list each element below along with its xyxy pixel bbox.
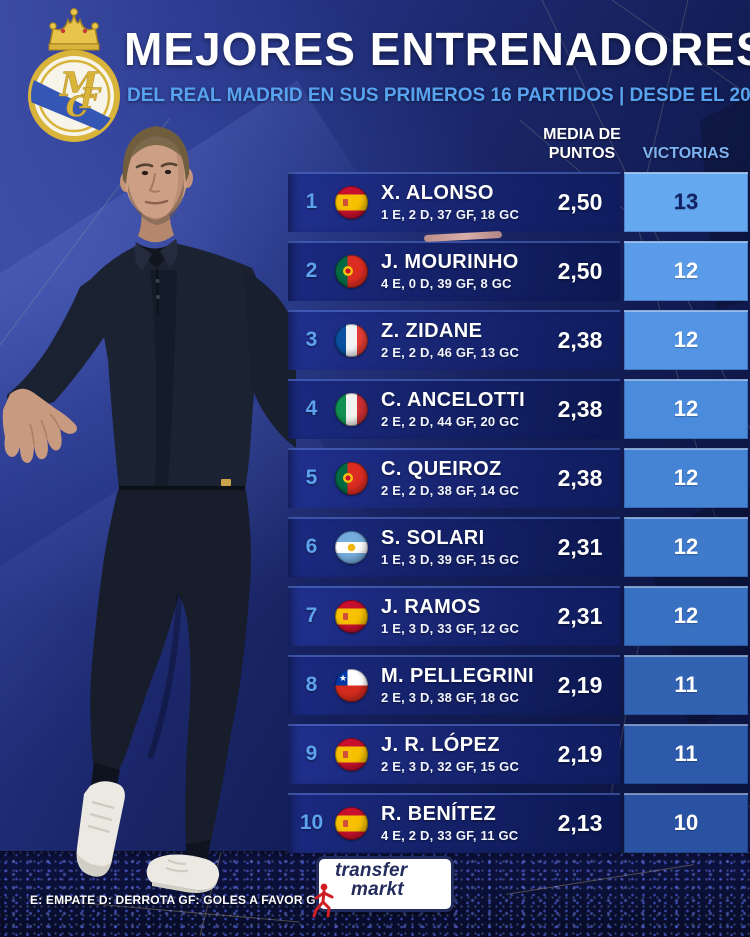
column-header-media-line2: PUNTOS [548, 144, 616, 162]
coach-name: J. RAMOS [381, 595, 481, 618]
footer-legend: E: EMPATE D: DERROTA GF: GOLES A FAVOR G… [30, 893, 406, 907]
points-average-value: 2,19 [557, 740, 603, 767]
row-main: 3 Z. ZIDANE 2 E, 2 D, 46 GF, 13 GC 2,38 [288, 310, 620, 370]
svg-text:F: F [79, 82, 102, 115]
svg-text:M: M [59, 65, 99, 105]
coach-record: 2 E, 2 D, 38 GF, 14 GC [381, 482, 520, 498]
rank-number: 7 [305, 604, 318, 627]
rank-number: 8 [305, 673, 318, 696]
rank-number: 5 [305, 466, 318, 489]
coach-record: 4 E, 2 D, 33 GF, 11 GC [381, 827, 519, 843]
rank-number: 4 [305, 397, 318, 420]
country-flag-icon [335, 806, 368, 840]
coach-record: 2 E, 2 D, 44 GF, 20 GC [381, 413, 520, 429]
transfermarkt-logo: transfer markt [312, 856, 454, 918]
table-row: 7 J. RAMOS 1 E, 3 D, 33 GF, 12 GC 2,31 1… [288, 586, 748, 646]
svg-text:C: C [66, 90, 89, 123]
rank-number: 9 [305, 742, 318, 765]
points-average-value: 2,19 [557, 671, 603, 698]
victories-cell: 12 [624, 310, 748, 370]
coach-name: Z. ZIDANE [381, 319, 483, 342]
row-main: 1 X. ALONSO 1 E, 2 D, 37 GF, 18 GC 2,50 [288, 172, 620, 232]
table-row: 3 Z. ZIDANE 2 E, 2 D, 46 GF, 13 GC 2,38 … [288, 310, 748, 370]
coach-record: 2 E, 3 D, 32 GF, 15 GC [381, 758, 520, 774]
country-flag-icon [335, 668, 368, 702]
victories-cell: 12 [624, 241, 748, 301]
country-flag-icon [335, 185, 368, 219]
row-main: 7 J. RAMOS 1 E, 3 D, 33 GF, 12 GC 2,31 [288, 586, 620, 646]
country-flag-icon [335, 599, 368, 633]
points-average-value: 2,13 [557, 809, 603, 836]
coach-record: 2 E, 2 D, 46 GF, 13 GC [381, 344, 520, 360]
coach-record: 1 E, 2 D, 37 GF, 18 GC [381, 206, 520, 222]
table-row: 9 J. R. LÓPEZ 2 E, 3 D, 32 GF, 15 GC 2,1… [288, 724, 748, 784]
country-flag-icon [335, 461, 368, 495]
page-subtitle: DEL REAL MADRID EN SUS PRIMEROS 16 PARTI… [127, 85, 750, 106]
rank-number: 2 [305, 259, 318, 282]
coach-record: 2 E, 3 D, 38 GF, 18 GC [381, 689, 520, 705]
row-main: 2 J. MOURINHO 4 E, 0 D, 39 GF, 8 GC 2,50 [288, 241, 620, 301]
page-title: MEJORES ENTRENADORES [124, 23, 750, 75]
coach-name: C. QUEIROZ [381, 457, 502, 480]
country-flag-icon [335, 392, 368, 426]
victories-cell: 12 [624, 517, 748, 577]
table-row: 4 C. ANCELOTTI 2 E, 2 D, 44 GF, 20 GC 2,… [288, 379, 748, 439]
coach-name: S. SOLARI [381, 526, 485, 549]
country-flag-icon [335, 323, 368, 357]
transfermarkt-wordmark-line1: transfer [335, 860, 408, 881]
victories-cell: 13 [624, 172, 748, 232]
transfermarkt-runner-icon [312, 883, 334, 918]
country-flag-icon [335, 254, 368, 288]
row-main: 6 S. SOLARI 1 E, 3 D, 39 GF, 15 GC 2,31 [288, 517, 620, 577]
victories-cell: 11 [624, 724, 748, 784]
coach-record: 4 E, 0 D, 39 GF, 8 GC [381, 275, 512, 291]
row-main: 10 R. BENÍTEZ 4 E, 2 D, 33 GF, 11 GC 2,1… [288, 793, 620, 853]
column-header-media-de-puntos: MEDIA DE PUNTOS [517, 126, 649, 164]
coach-name: X. ALONSO [381, 181, 494, 204]
victories-cell: 12 [624, 379, 748, 439]
table-row: 2 J. MOURINHO 4 E, 0 D, 39 GF, 8 GC 2,50… [288, 241, 748, 301]
victories-cell: 12 [624, 586, 748, 646]
coach-name: R. BENÍTEZ [381, 802, 497, 825]
row-main: 4 C. ANCELOTTI 2 E, 2 D, 44 GF, 20 GC 2,… [288, 379, 620, 439]
points-average-value: 2,50 [557, 188, 603, 215]
rank-number: 1 [305, 190, 318, 213]
transfermarkt-wordmark-line2: markt [351, 879, 404, 900]
points-average-value: 2,50 [557, 257, 603, 284]
row-main: 5 C. QUEIROZ 2 E, 2 D, 38 GF, 14 GC 2,38 [288, 448, 620, 508]
points-average-value: 2,38 [557, 464, 603, 491]
victories-cell: 12 [624, 448, 748, 508]
points-average-value: 2,38 [557, 326, 603, 353]
points-average-value: 2,31 [557, 602, 603, 629]
victories-cell: 11 [624, 655, 748, 715]
column-header-media-line1: MEDIA DE [543, 126, 621, 143]
coaches-ranking-table: 1 X. ALONSO 1 E, 2 D, 37 GF, 18 GC 2,50 … [288, 172, 748, 862]
points-average-value: 2,31 [557, 533, 603, 560]
table-row: 1 X. ALONSO 1 E, 2 D, 37 GF, 18 GC 2,50 … [288, 172, 748, 232]
row-main: 9 J. R. LÓPEZ 2 E, 3 D, 32 GF, 15 GC 2,1… [288, 724, 620, 784]
crowd-seam-line [506, 864, 694, 895]
table-row: 5 C. QUEIROZ 2 E, 2 D, 38 GF, 14 GC 2,38… [288, 448, 748, 508]
column-header-victorias: VICTORIAS [642, 145, 730, 162]
rank-number: 6 [305, 535, 318, 558]
rank-number: 3 [305, 328, 318, 351]
coach-record: 1 E, 3 D, 39 GF, 15 GC [381, 551, 520, 567]
country-flag-icon [335, 737, 368, 771]
table-row: 10 R. BENÍTEZ 4 E, 2 D, 33 GF, 11 GC 2,1… [288, 793, 748, 853]
points-average-value: 2,38 [557, 395, 603, 422]
coach-name: C. ANCELOTTI [381, 388, 526, 411]
table-row: 8 M. PELLEGRINI 2 E, 3 D, 38 GF, 18 GC 2… [288, 655, 748, 715]
coach-name: J. R. LÓPEZ [381, 733, 500, 756]
coach-name: J. MOURINHO [381, 250, 519, 273]
victories-cell: 10 [624, 793, 748, 853]
rank-number: 10 [299, 811, 324, 834]
real-madrid-crest-icon: M C F [28, 8, 120, 142]
row-main: 8 M. PELLEGRINI 2 E, 3 D, 38 GF, 18 GC 2… [288, 655, 620, 715]
xabi-alonso-photo-figure [2, 126, 296, 893]
country-flag-icon [335, 530, 368, 564]
coach-record: 1 E, 3 D, 33 GF, 12 GC [381, 620, 520, 636]
coach-name: M. PELLEGRINI [381, 664, 534, 687]
table-row: 6 S. SOLARI 1 E, 3 D, 39 GF, 15 GC 2,31 … [288, 517, 748, 577]
